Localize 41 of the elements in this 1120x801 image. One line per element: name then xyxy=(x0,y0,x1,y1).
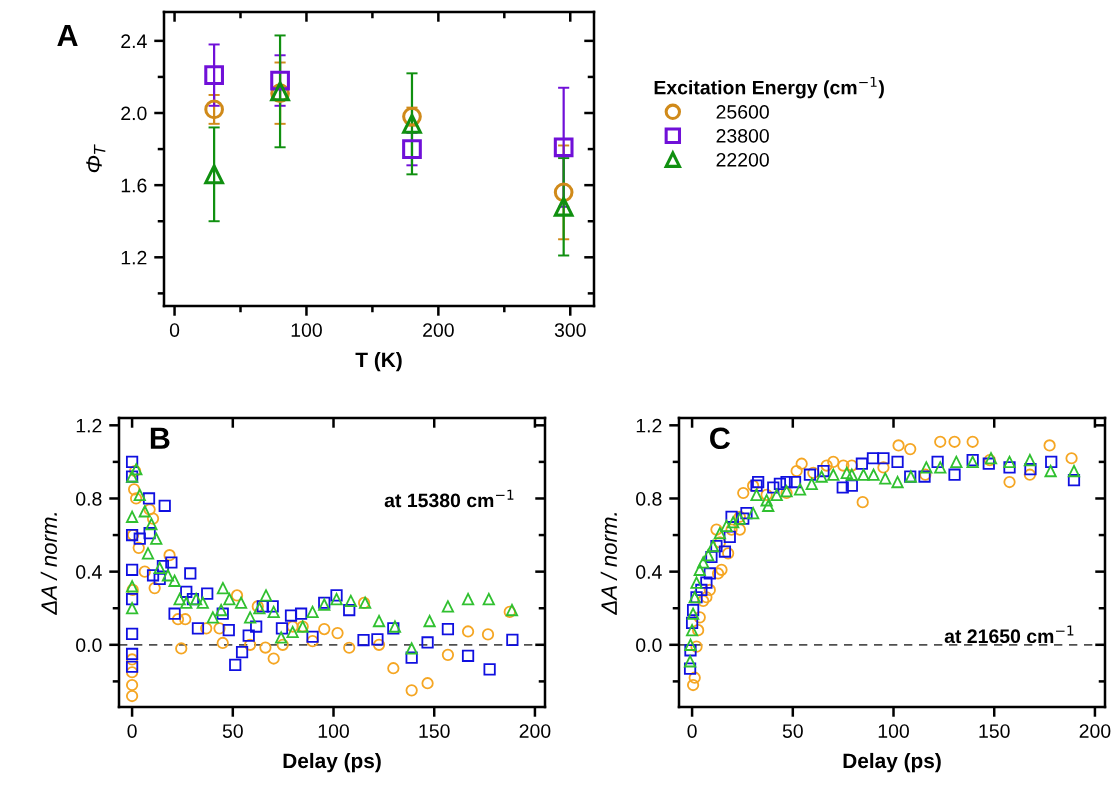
x-tick-label: 150 xyxy=(419,724,450,738)
y-tick-label: 0.0 xyxy=(636,638,662,653)
x-tick-label: 100 xyxy=(878,724,909,738)
legend-label: 23800 xyxy=(716,128,769,143)
x-tick-label: 150 xyxy=(979,724,1010,738)
y-tick-label: 2.4 xyxy=(121,34,147,48)
x-axis-title: Delay (ps) xyxy=(283,752,381,773)
legend-title: Excitation Energy (cm$^{−1}$) xyxy=(654,76,884,99)
x-axis-title: T (K) xyxy=(355,351,402,372)
x-tick-label: 200 xyxy=(519,724,551,738)
y-tick-label: 0.0 xyxy=(76,638,102,653)
x-tick-label: 50 xyxy=(782,724,803,738)
x-tick-label: 200 xyxy=(423,323,454,337)
y-tick-label: 0.8 xyxy=(76,491,102,506)
y-tick-label: 0.4 xyxy=(76,565,102,579)
x-tick-label: 100 xyxy=(291,323,322,337)
y-tick-label: 2.0 xyxy=(121,106,147,121)
x-tick-label: 200 xyxy=(1079,724,1111,738)
x-tick-label: 300 xyxy=(554,323,586,337)
annotation: at 15380 cm$^{−1}$ xyxy=(384,489,514,508)
annotation: at 21650 cm$^{−1}$ xyxy=(944,625,1074,644)
y-tick-label: 1.2 xyxy=(76,418,102,433)
y-tick-label: 1.2 xyxy=(121,250,147,265)
annotation: B xyxy=(150,427,170,449)
x-tick-label: 100 xyxy=(318,724,349,738)
x-tick-label: 50 xyxy=(222,724,243,738)
text: A xyxy=(57,24,78,46)
y-axis-title: ΔA / norm. xyxy=(40,513,58,616)
x-axis-title: Delay (ps) xyxy=(843,752,941,773)
x-tick-label: 0 xyxy=(169,323,180,337)
y-tick-label: 1.6 xyxy=(121,178,147,193)
y-axis-title: Φ$_{T}$ xyxy=(86,144,106,173)
x-tick-label: 0 xyxy=(127,724,137,738)
x-tick-label: 0 xyxy=(687,724,697,738)
y-axis-title: ΔA / norm. xyxy=(600,513,618,616)
y-tick-label: 0.4 xyxy=(636,565,662,579)
y-tick-label: 1.2 xyxy=(636,418,662,433)
y-tick-label: 0.8 xyxy=(636,491,662,506)
annotation: C xyxy=(710,427,731,450)
legend-label: 25600 xyxy=(716,105,769,119)
legend-label: 22200 xyxy=(716,152,769,167)
